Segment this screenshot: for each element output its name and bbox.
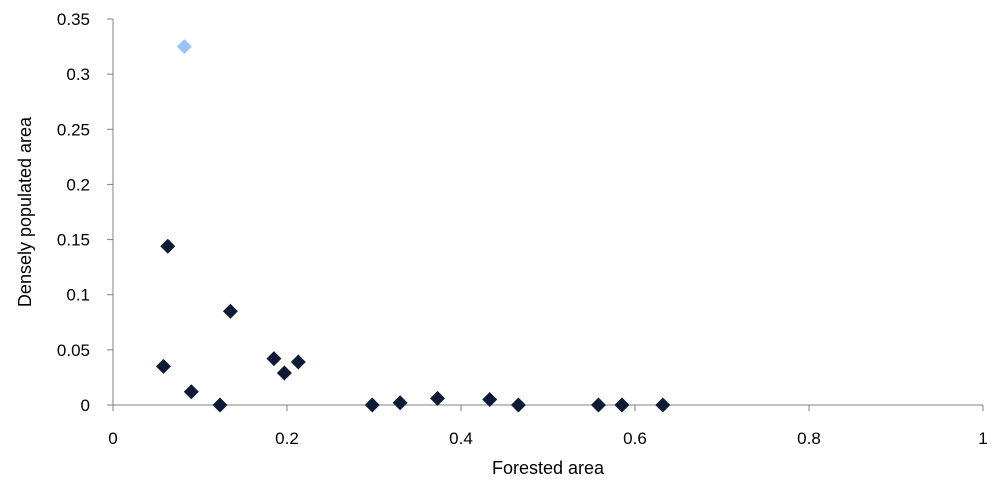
x-tick-label: 1: [978, 429, 987, 448]
y-axis-title: Densely populated area: [15, 116, 35, 307]
y-tick-label: 0.35: [57, 10, 90, 29]
data-point: [212, 397, 228, 413]
y-tick-label: 0.1: [66, 286, 90, 305]
data-point: [266, 351, 282, 367]
x-axis-title: Forested area: [492, 458, 605, 478]
y-tick-label: 0.15: [57, 231, 90, 250]
y-axis-ticks: 0 0.05 0.1 0.15 0.2 0.25 0.3 0.35: [57, 10, 113, 415]
data-points: [155, 39, 671, 413]
y-tick-label: 0: [81, 396, 90, 415]
data-point: [614, 397, 630, 413]
data-point: [430, 390, 446, 406]
data-point: [160, 238, 176, 254]
y-tick-label: 0.05: [57, 341, 90, 360]
y-tick-label: 0.25: [57, 120, 90, 139]
x-tick-label: 0.8: [797, 429, 821, 448]
data-point: [655, 397, 671, 413]
data-point: [222, 303, 238, 319]
x-axis-ticks: 0 0.2 0.4 0.6 0.8 1: [108, 405, 988, 448]
data-point: [392, 395, 408, 411]
data-point: [482, 391, 498, 407]
data-point: [276, 365, 292, 381]
highlighted-data-point: [176, 39, 192, 55]
y-tick-label: 0.3: [66, 65, 90, 84]
data-point: [364, 397, 380, 413]
data-point: [510, 397, 526, 413]
axes: [112, 19, 983, 406]
x-tick-label: 0: [108, 429, 117, 448]
x-tick-label: 0.4: [449, 429, 473, 448]
data-point: [290, 354, 306, 370]
x-tick-label: 0.6: [623, 429, 647, 448]
data-point: [183, 384, 199, 400]
x-tick-label: 0.2: [275, 429, 299, 448]
y-tick-label: 0.2: [66, 175, 90, 194]
data-point: [155, 358, 171, 374]
data-point: [590, 397, 606, 413]
